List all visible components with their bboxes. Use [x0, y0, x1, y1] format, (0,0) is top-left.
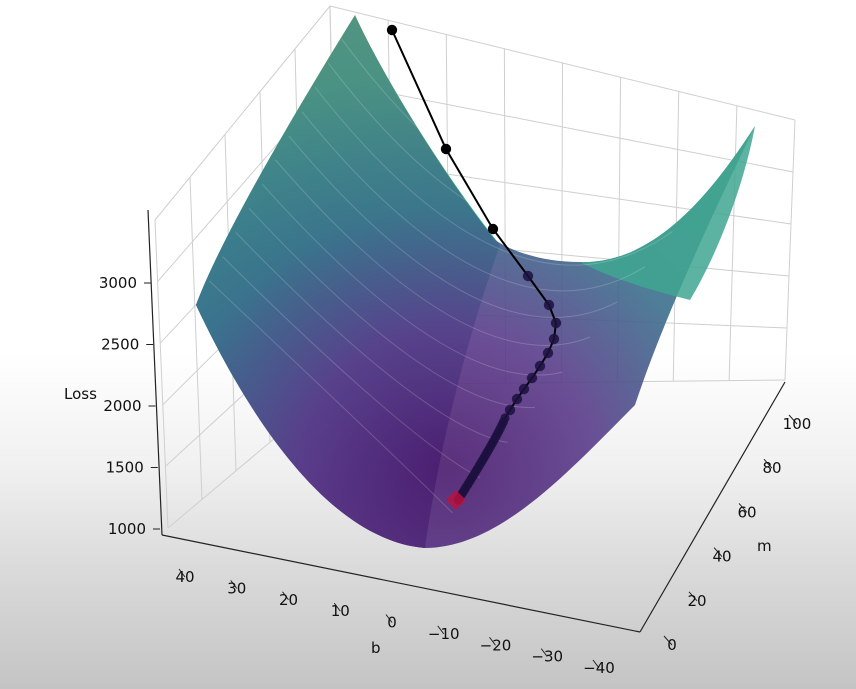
- y-axis-line: [639, 381, 786, 633]
- descent-point: [487, 223, 499, 235]
- x-tick-mark: [178, 568, 186, 578]
- descent-point: [548, 333, 560, 345]
- y-tick-label: 40: [712, 548, 731, 566]
- x-tick-mark: [385, 614, 393, 623]
- x-tick-mark: [230, 580, 238, 589]
- x-tick-label: −20: [480, 636, 512, 654]
- x-tick-label: −30: [531, 648, 563, 666]
- descent-point: [534, 360, 546, 372]
- y-tick-label: 80: [762, 459, 781, 477]
- y-tick-label: 0: [667, 636, 677, 654]
- surface-right-rim: [580, 126, 755, 300]
- surface-bowl: [196, 15, 755, 548]
- x-tick-mark: [540, 648, 548, 657]
- y-tick-mark: [713, 547, 723, 557]
- z-tick-label: 3000: [99, 274, 137, 292]
- descent-point: [526, 372, 538, 384]
- descent-point: [550, 317, 562, 329]
- z-tick-label: 1500: [106, 459, 144, 477]
- z-axis-line: [147, 209, 163, 536]
- descent-point: [386, 24, 398, 36]
- y-tick-label: 100: [783, 415, 812, 433]
- descent-point: [504, 404, 516, 416]
- tick-labels: 10001500200025003000403020100−10−20−30−4…: [99, 274, 812, 677]
- z-tick-label: 2000: [103, 397, 141, 415]
- y-tick-label: 60: [737, 503, 756, 521]
- descent-point: [543, 299, 555, 311]
- y-tick-mark: [763, 458, 773, 469]
- descent-point: [542, 347, 554, 359]
- x-tick-label: 20: [279, 591, 298, 609]
- descent-point: [440, 143, 452, 155]
- y-tick-mark: [788, 414, 798, 425]
- x-tick-label: −40: [583, 659, 615, 677]
- descent-end-marker: [446, 490, 466, 510]
- x-tick-label: 30: [227, 579, 246, 597]
- y-tick-mark: [688, 591, 698, 602]
- chart-axes: [147, 209, 786, 633]
- gradient-descent-path: [386, 24, 562, 510]
- descent-point: [518, 383, 530, 395]
- x-tick-label: −10: [428, 625, 460, 643]
- descent-point: [522, 270, 534, 282]
- z-axis-label: Loss: [64, 385, 97, 403]
- y-tick-mark: [738, 503, 748, 513]
- x-tick-mark: [282, 591, 289, 601]
- descent-point: [511, 393, 523, 405]
- loss-surface: [196, 15, 755, 548]
- x-tick-mark: [489, 636, 496, 646]
- x-tick-mark: [333, 602, 341, 612]
- x-tick-label: 0: [387, 614, 397, 632]
- surface-mesh: [208, 38, 728, 514]
- y-tick-mark: [663, 635, 673, 646]
- x-tick-label: 40: [175, 568, 194, 586]
- x-tick-mark: [437, 625, 445, 635]
- x-axis-label: b: [371, 639, 381, 657]
- x-tick-mark: [592, 659, 600, 669]
- x-axis-line: [161, 534, 641, 633]
- y-axis-label: m: [757, 537, 772, 555]
- x-tick-label: 10: [331, 602, 350, 620]
- y-tick-label: 20: [687, 592, 706, 610]
- z-tick-label: 1000: [108, 520, 146, 538]
- z-tick-label: 2500: [101, 336, 139, 354]
